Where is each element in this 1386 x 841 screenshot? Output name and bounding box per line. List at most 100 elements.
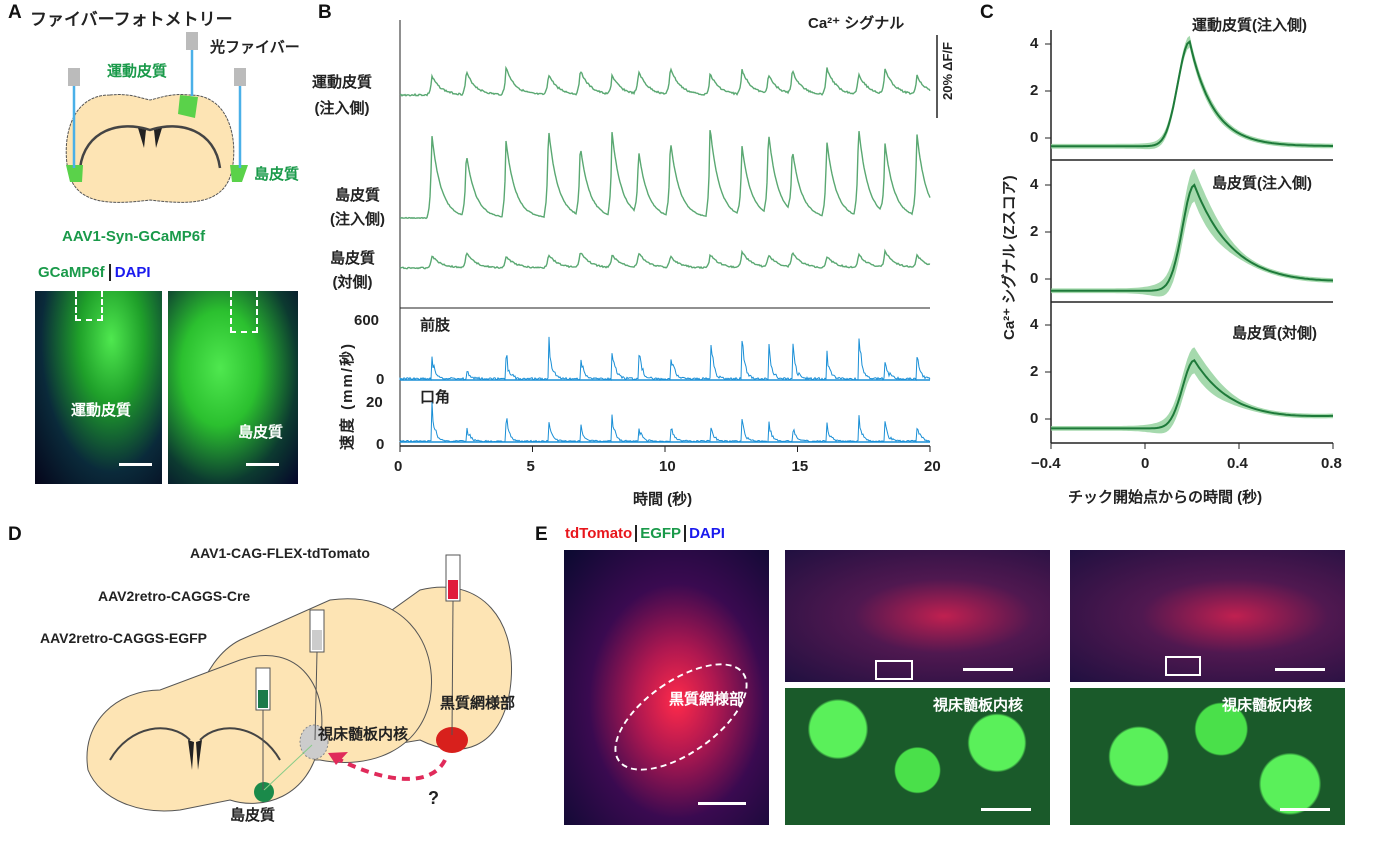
insula-label: 島皮質 bbox=[254, 166, 300, 183]
c-title-3: 島皮質(対側) bbox=[1232, 325, 1317, 342]
motor-cortex-label: 運動皮質 bbox=[107, 63, 168, 80]
c-ylabel: Ca²⁺ シグナル (Zスコア) bbox=[1001, 175, 1018, 340]
ytick-0: 0 bbox=[376, 436, 385, 453]
micrograph-thalamus-high-2: 視床髄板内核 bbox=[1070, 688, 1345, 825]
b-xtick-label: 15 bbox=[791, 458, 809, 475]
trace-label-line: (注入側) bbox=[314, 100, 370, 117]
c-xtick-label: 0.8 bbox=[1321, 455, 1342, 472]
snr-label: 黒質網様部 bbox=[440, 695, 516, 712]
question-mark: ? bbox=[428, 788, 439, 808]
mean-trace-2 bbox=[1051, 358, 1333, 430]
stain-tdtomato: tdTomato bbox=[565, 525, 633, 542]
stain-legend-e: tdTomato EGFP DAPI bbox=[565, 525, 725, 542]
ventricles bbox=[138, 128, 162, 148]
image-label-snr: 黒質網様部 bbox=[669, 691, 745, 708]
c-ytick-label: 4 bbox=[1030, 176, 1039, 193]
virus-label: AAV1-Syn-GCaMP6f bbox=[62, 228, 206, 245]
ytick-600: 600 bbox=[354, 312, 380, 329]
sem-band-2 bbox=[1051, 347, 1333, 434]
micrograph-thalamus-high-1: 視床髄板内核 bbox=[785, 688, 1050, 825]
image-label-thalamus-2: 視床髄板内核 bbox=[1222, 697, 1313, 714]
calcium-trace-0 bbox=[399, 65, 931, 97]
stain-dapi: DAPI bbox=[114, 264, 151, 281]
fiber-ferrule-center bbox=[186, 32, 198, 50]
ventricles bbox=[188, 740, 202, 770]
scale-bar bbox=[698, 802, 746, 805]
scale-bar bbox=[963, 668, 1013, 671]
brain-section-front bbox=[86, 655, 323, 812]
arrow-head bbox=[328, 752, 348, 765]
trace-label-line: (対側) bbox=[332, 274, 373, 291]
b-xtick-label: 20 bbox=[924, 458, 941, 475]
needle bbox=[314, 651, 318, 741]
c-xtick-label: −0.4 bbox=[1031, 455, 1061, 472]
b-xtick-label: 10 bbox=[659, 458, 676, 475]
fiber-ferrule-left bbox=[68, 68, 80, 86]
forelimb-label: 前肢 bbox=[420, 317, 451, 334]
optical-fiber-label: 光ファイバー bbox=[210, 39, 300, 56]
scale-bar bbox=[246, 463, 279, 466]
snr-region bbox=[436, 727, 468, 753]
trace-label-line: (注入側) bbox=[330, 211, 385, 228]
projection-arrow bbox=[339, 758, 447, 781]
scale-bar bbox=[1280, 808, 1330, 811]
panel-label-d: D bbox=[8, 524, 22, 545]
syringe-fill bbox=[448, 580, 458, 599]
stain-gcamp: GCaMP6f bbox=[38, 264, 105, 281]
panel-label-c: C bbox=[980, 2, 994, 23]
micrograph-insula: 島皮質 bbox=[168, 291, 298, 484]
c-ytick-label: 0 bbox=[1030, 270, 1039, 287]
trace-label-line: 島皮質 bbox=[334, 187, 380, 204]
ytick-0: 0 bbox=[376, 371, 385, 388]
panel-label-e: E bbox=[535, 524, 548, 545]
c-title-2: 島皮質(注入側) bbox=[1212, 175, 1312, 192]
b-title: Ca²⁺ シグナル bbox=[808, 15, 905, 32]
b-xlabel: 時間 (秒) bbox=[633, 491, 693, 508]
insula-region bbox=[254, 782, 274, 802]
trace-label-motor: 運動皮質 (注入側) bbox=[312, 70, 372, 122]
panel-label-a: A bbox=[8, 2, 22, 23]
zoom-box bbox=[875, 660, 913, 680]
trace-label-insula-contra: 島皮質 (対側) bbox=[330, 247, 375, 295]
calcium-trace-2 bbox=[399, 248, 931, 270]
stain-egfp: EGFP bbox=[640, 525, 682, 542]
c-ytick-label: 0 bbox=[1030, 129, 1039, 146]
virus-tdtomato-label: AAV1-CAG-FLEX-tdTomato bbox=[190, 545, 370, 561]
b-xtick-label: 0 bbox=[394, 458, 403, 475]
c-ytick-label: 4 bbox=[1030, 35, 1039, 52]
image-label-insula: 島皮質 bbox=[238, 424, 284, 441]
panel-label-b: B bbox=[318, 2, 332, 23]
trace-label-line: 運動皮質 bbox=[312, 74, 373, 91]
needle bbox=[451, 600, 454, 736]
ytick-20: 20 bbox=[366, 394, 383, 411]
coronal-brain-diagram bbox=[65, 32, 248, 203]
b-xtick-label: 5 bbox=[526, 458, 535, 475]
mean-trace-0 bbox=[1051, 39, 1333, 148]
trace-label-line: 島皮質 bbox=[330, 250, 376, 267]
c-ytick-label: 2 bbox=[1030, 223, 1039, 240]
virus-cre-label: AAV2retro-CAGGS-Cre bbox=[98, 588, 251, 604]
image-label-thalamus-1: 視床髄板内核 bbox=[933, 697, 1024, 714]
stain-legend-a: GCaMP6f DAPI bbox=[38, 264, 151, 281]
sagittal-brain-diagram bbox=[86, 554, 512, 812]
snr-outline bbox=[596, 642, 766, 792]
thalamus-label: 視床髄板内核 bbox=[318, 726, 409, 743]
trace-label-insula-ipsi: 島皮質 (注入側) bbox=[330, 184, 385, 232]
micrograph-thalamus-low-1 bbox=[785, 550, 1050, 682]
insula-label-d: 島皮質 bbox=[230, 807, 276, 824]
fiber-ferrule-right bbox=[234, 68, 246, 86]
c-ytick-label: 2 bbox=[1030, 82, 1039, 99]
sem-band-1 bbox=[1051, 168, 1333, 297]
image-label-motor: 運動皮質 bbox=[71, 402, 132, 419]
c-xlabel: チック開始点からの時間 (秒) bbox=[1068, 489, 1263, 506]
fiber-track-outline bbox=[75, 291, 103, 321]
micrograph-snr: 黒質網様部 bbox=[564, 550, 769, 825]
c-xtick-label: 0 bbox=[1141, 455, 1150, 472]
scale-bar bbox=[981, 808, 1031, 811]
mouth-label: 口角 bbox=[420, 389, 451, 406]
micrograph-thalamus-low-2 bbox=[1070, 550, 1345, 682]
scale-bar bbox=[119, 463, 152, 466]
